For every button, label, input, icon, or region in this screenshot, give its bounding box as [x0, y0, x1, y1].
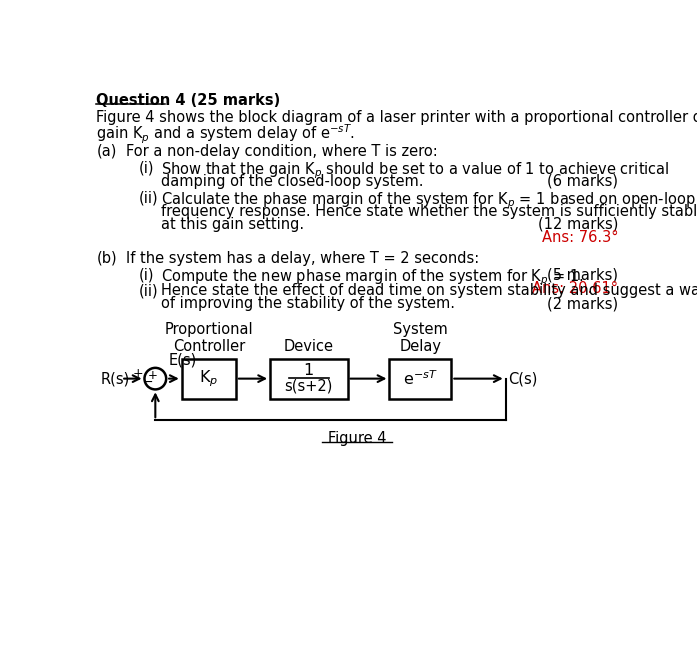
- Text: (ii): (ii): [139, 283, 159, 298]
- Text: damping of the closed-loop system.: damping of the closed-loop system.: [161, 174, 423, 189]
- Text: Device: Device: [284, 339, 334, 354]
- Text: +: +: [133, 367, 144, 380]
- Text: Proportional
Controller: Proportional Controller: [164, 322, 253, 354]
- Bar: [182, 359, 236, 398]
- Text: +: +: [147, 369, 157, 382]
- Text: Show that the gain K$_p$ should be set to a value of 1 to achieve critical: Show that the gain K$_p$ should be set t…: [161, 161, 669, 181]
- Text: K$_p$: K$_p$: [199, 368, 218, 389]
- Text: (6 marks): (6 marks): [547, 174, 618, 189]
- Text: −: −: [143, 376, 153, 389]
- Text: (a): (a): [96, 144, 117, 159]
- Text: gain K$_p$ and a system delay of e$^{-sT}$.: gain K$_p$ and a system delay of e$^{-sT…: [96, 123, 355, 146]
- Text: Figure 4 shows the block diagram of a laser printer with a proportional controll: Figure 4 shows the block diagram of a la…: [96, 110, 697, 125]
- Text: System
Delay: System Delay: [393, 322, 447, 354]
- Text: (b): (b): [96, 251, 117, 266]
- Text: of improving the stability of the system.: of improving the stability of the system…: [161, 296, 454, 311]
- Text: Compute the new phase margin of the system for K$_p$ = 1.: Compute the new phase margin of the syst…: [161, 267, 583, 288]
- Text: at this gain setting.: at this gain setting.: [161, 217, 304, 232]
- Text: Question 4 (25 marks): Question 4 (25 marks): [96, 93, 281, 108]
- Text: Calculate the phase margin of the system for K$_p$ = 1 based on open-loop: Calculate the phase margin of the system…: [161, 191, 696, 212]
- Text: Ans: 20.61°: Ans: 20.61°: [532, 281, 618, 296]
- Text: E(s): E(s): [169, 353, 197, 368]
- Text: If the system has a delay, where T = 2 seconds:: If the system has a delay, where T = 2 s…: [126, 251, 479, 266]
- Text: (5 marks): (5 marks): [547, 267, 618, 283]
- Text: Figure 4: Figure 4: [328, 431, 386, 446]
- Text: (i): (i): [139, 161, 155, 175]
- Text: (i): (i): [139, 267, 155, 283]
- Text: s(s+2): s(s+2): [284, 379, 333, 394]
- Text: (ii): (ii): [139, 191, 159, 206]
- Text: frequency response. Hence state whether the system is sufficiently stable: frequency response. Hence state whether …: [161, 204, 697, 219]
- Text: (12 marks): (12 marks): [537, 217, 618, 232]
- Text: For a non-delay condition, where T is zero:: For a non-delay condition, where T is ze…: [126, 144, 438, 159]
- Bar: [390, 359, 452, 398]
- Text: Hence state the effect of dead time on system stability and suggest a way: Hence state the effect of dead time on s…: [161, 283, 697, 298]
- Text: 1: 1: [304, 363, 314, 378]
- Text: C(s): C(s): [508, 371, 537, 386]
- Text: (2 marks): (2 marks): [547, 296, 618, 311]
- Text: R(s): R(s): [101, 371, 130, 386]
- Circle shape: [144, 368, 166, 389]
- Text: Ans: 76.3°: Ans: 76.3°: [542, 230, 618, 245]
- Text: e$^{-sT}$: e$^{-sT}$: [403, 370, 438, 388]
- Bar: [270, 359, 348, 398]
